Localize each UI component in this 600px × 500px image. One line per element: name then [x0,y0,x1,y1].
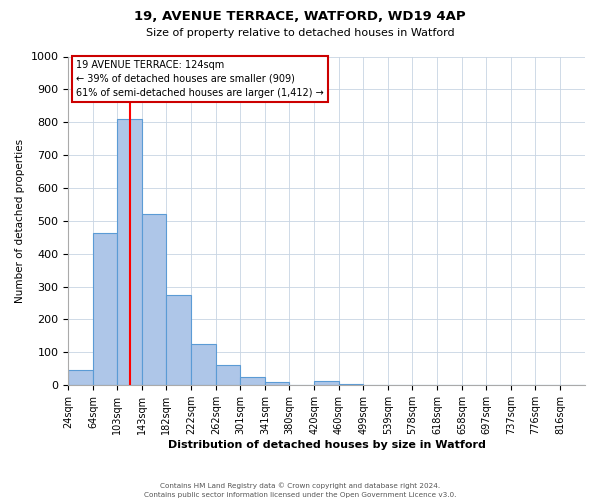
Text: 19, AVENUE TERRACE, WATFORD, WD19 4AP: 19, AVENUE TERRACE, WATFORD, WD19 4AP [134,10,466,23]
Bar [339,384,363,385]
Y-axis label: Number of detached properties: Number of detached properties [15,139,25,303]
Text: Size of property relative to detached houses in Watford: Size of property relative to detached ho… [146,28,454,38]
Bar [68,370,93,385]
Bar [265,382,289,385]
Bar [142,214,166,385]
Bar [93,234,118,385]
Bar [314,381,339,385]
Text: Contains HM Land Registry data © Crown copyright and database right 2024.
Contai: Contains HM Land Registry data © Crown c… [144,482,456,498]
Text: 19 AVENUE TERRACE: 124sqm
← 39% of detached houses are smaller (909)
61% of semi: 19 AVENUE TERRACE: 124sqm ← 39% of detac… [76,60,324,98]
Bar [118,119,142,385]
Bar [241,377,265,385]
Bar [191,344,216,385]
Bar [166,295,191,385]
X-axis label: Distribution of detached houses by size in Watford: Distribution of detached houses by size … [168,440,485,450]
Bar [216,366,241,385]
